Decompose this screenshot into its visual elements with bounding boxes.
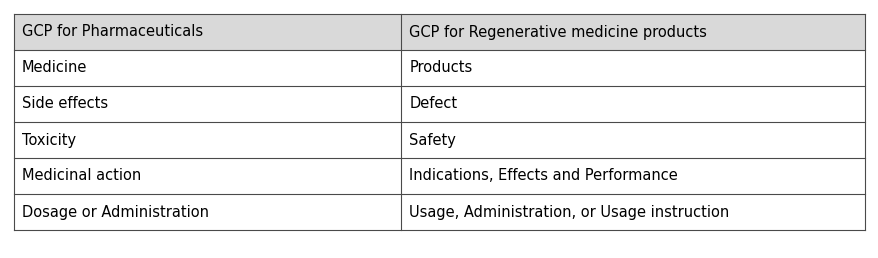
Bar bbox=[400, 50, 864, 86]
Bar bbox=[14, 194, 400, 230]
Bar bbox=[400, 14, 864, 50]
Text: Dosage or Administration: Dosage or Administration bbox=[22, 205, 209, 220]
Bar bbox=[400, 158, 864, 194]
Bar bbox=[14, 50, 400, 86]
Bar bbox=[400, 122, 864, 158]
Text: Defect: Defect bbox=[409, 96, 457, 111]
Bar bbox=[400, 86, 864, 122]
Bar bbox=[14, 86, 400, 122]
Text: Toxicity: Toxicity bbox=[22, 133, 76, 148]
Text: Medicine: Medicine bbox=[22, 60, 87, 76]
Bar bbox=[400, 194, 864, 230]
Text: Side effects: Side effects bbox=[22, 96, 108, 111]
Text: GCP for Regenerative medicine products: GCP for Regenerative medicine products bbox=[409, 25, 706, 39]
Text: GCP for Pharmaceuticals: GCP for Pharmaceuticals bbox=[22, 25, 203, 39]
Text: Usage, Administration, or Usage instruction: Usage, Administration, or Usage instruct… bbox=[409, 205, 729, 220]
Bar bbox=[14, 122, 400, 158]
Text: Medicinal action: Medicinal action bbox=[22, 168, 141, 183]
Bar bbox=[14, 158, 400, 194]
Text: Indications, Effects and Performance: Indications, Effects and Performance bbox=[409, 168, 677, 183]
Bar bbox=[14, 14, 400, 50]
Text: Safety: Safety bbox=[409, 133, 456, 148]
Text: Products: Products bbox=[409, 60, 471, 76]
